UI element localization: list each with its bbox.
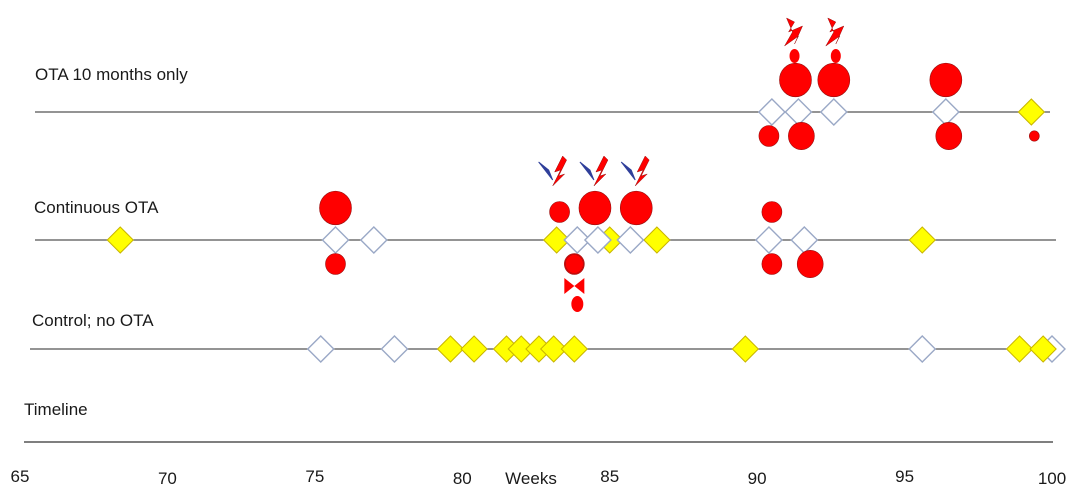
axis-tick-label: 75 [305, 467, 324, 486]
row-label-continuous: Continuous OTA [34, 198, 159, 217]
red-lightning-icon [825, 17, 845, 63]
small-event-circle [788, 122, 815, 150]
large-event-circle [578, 190, 612, 226]
large-event-circle [817, 62, 851, 98]
large-event-circle [619, 190, 653, 226]
open-diamond-marker [757, 98, 786, 126]
axis-tick-label: 80 [453, 469, 472, 486]
filled-diamond-marker [1017, 98, 1046, 126]
filled-diamond-marker [731, 335, 760, 363]
lightning-icon [579, 155, 609, 187]
open-diamond-marker [931, 98, 960, 126]
small-event-circle [758, 125, 780, 147]
small-event-circle [761, 253, 783, 275]
lightning-icon [538, 155, 567, 187]
open-diamond-marker [790, 226, 819, 254]
open-diamond-marker [819, 98, 848, 126]
small-event-circle [761, 201, 783, 223]
filled-diamond-marker [1005, 335, 1034, 363]
lightning-icon [620, 155, 650, 187]
filled-diamond-marker [460, 335, 488, 363]
filled-diamond-marker [539, 335, 568, 363]
filled-diamond-marker [560, 335, 589, 363]
small-event-circle [935, 122, 963, 150]
open-diamond-marker [784, 98, 813, 126]
bowtie-icon [564, 278, 585, 312]
small-event-circle [549, 201, 570, 223]
row-label-control: Control; no OTA [32, 311, 154, 330]
axis-tick-label: 90 [748, 469, 767, 486]
row-label-ota10: OTA 10 months only [35, 65, 188, 84]
axis-tick-label: 65 [11, 467, 30, 486]
axis-tick-label: 100 [1038, 469, 1066, 486]
open-diamond-marker [563, 226, 592, 254]
red-lightning-icon [784, 17, 804, 63]
small-event-circle [1029, 130, 1040, 142]
open-diamond-marker [359, 226, 388, 254]
axis-tick-label: 85 [600, 467, 619, 486]
large-event-circle [929, 62, 963, 98]
axis-tick-label: 95 [895, 467, 914, 486]
open-diamond-marker [616, 226, 645, 254]
filled-diamond-marker [908, 226, 936, 254]
small-event-circle [325, 253, 346, 275]
open-diamond-marker [321, 226, 350, 254]
open-diamond-marker [380, 335, 409, 363]
axis-tick-label: 70 [158, 469, 177, 486]
small-event-circle [565, 254, 584, 274]
open-diamond-marker [583, 226, 612, 254]
filled-diamond-marker [542, 226, 571, 254]
filled-diamond-marker [106, 226, 134, 254]
filled-diamond-marker [643, 226, 671, 254]
small-event-circle [796, 250, 824, 278]
open-diamond-marker [908, 335, 937, 363]
large-event-circle [779, 62, 812, 98]
axis-units-label: Weeks [505, 469, 557, 486]
filled-diamond-marker [1029, 335, 1057, 363]
row-label-timeline: Timeline [24, 400, 88, 419]
open-diamond-marker [306, 335, 335, 363]
open-diamond-marker [754, 226, 783, 254]
filled-diamond-marker [436, 335, 465, 363]
large-event-circle [319, 190, 352, 226]
